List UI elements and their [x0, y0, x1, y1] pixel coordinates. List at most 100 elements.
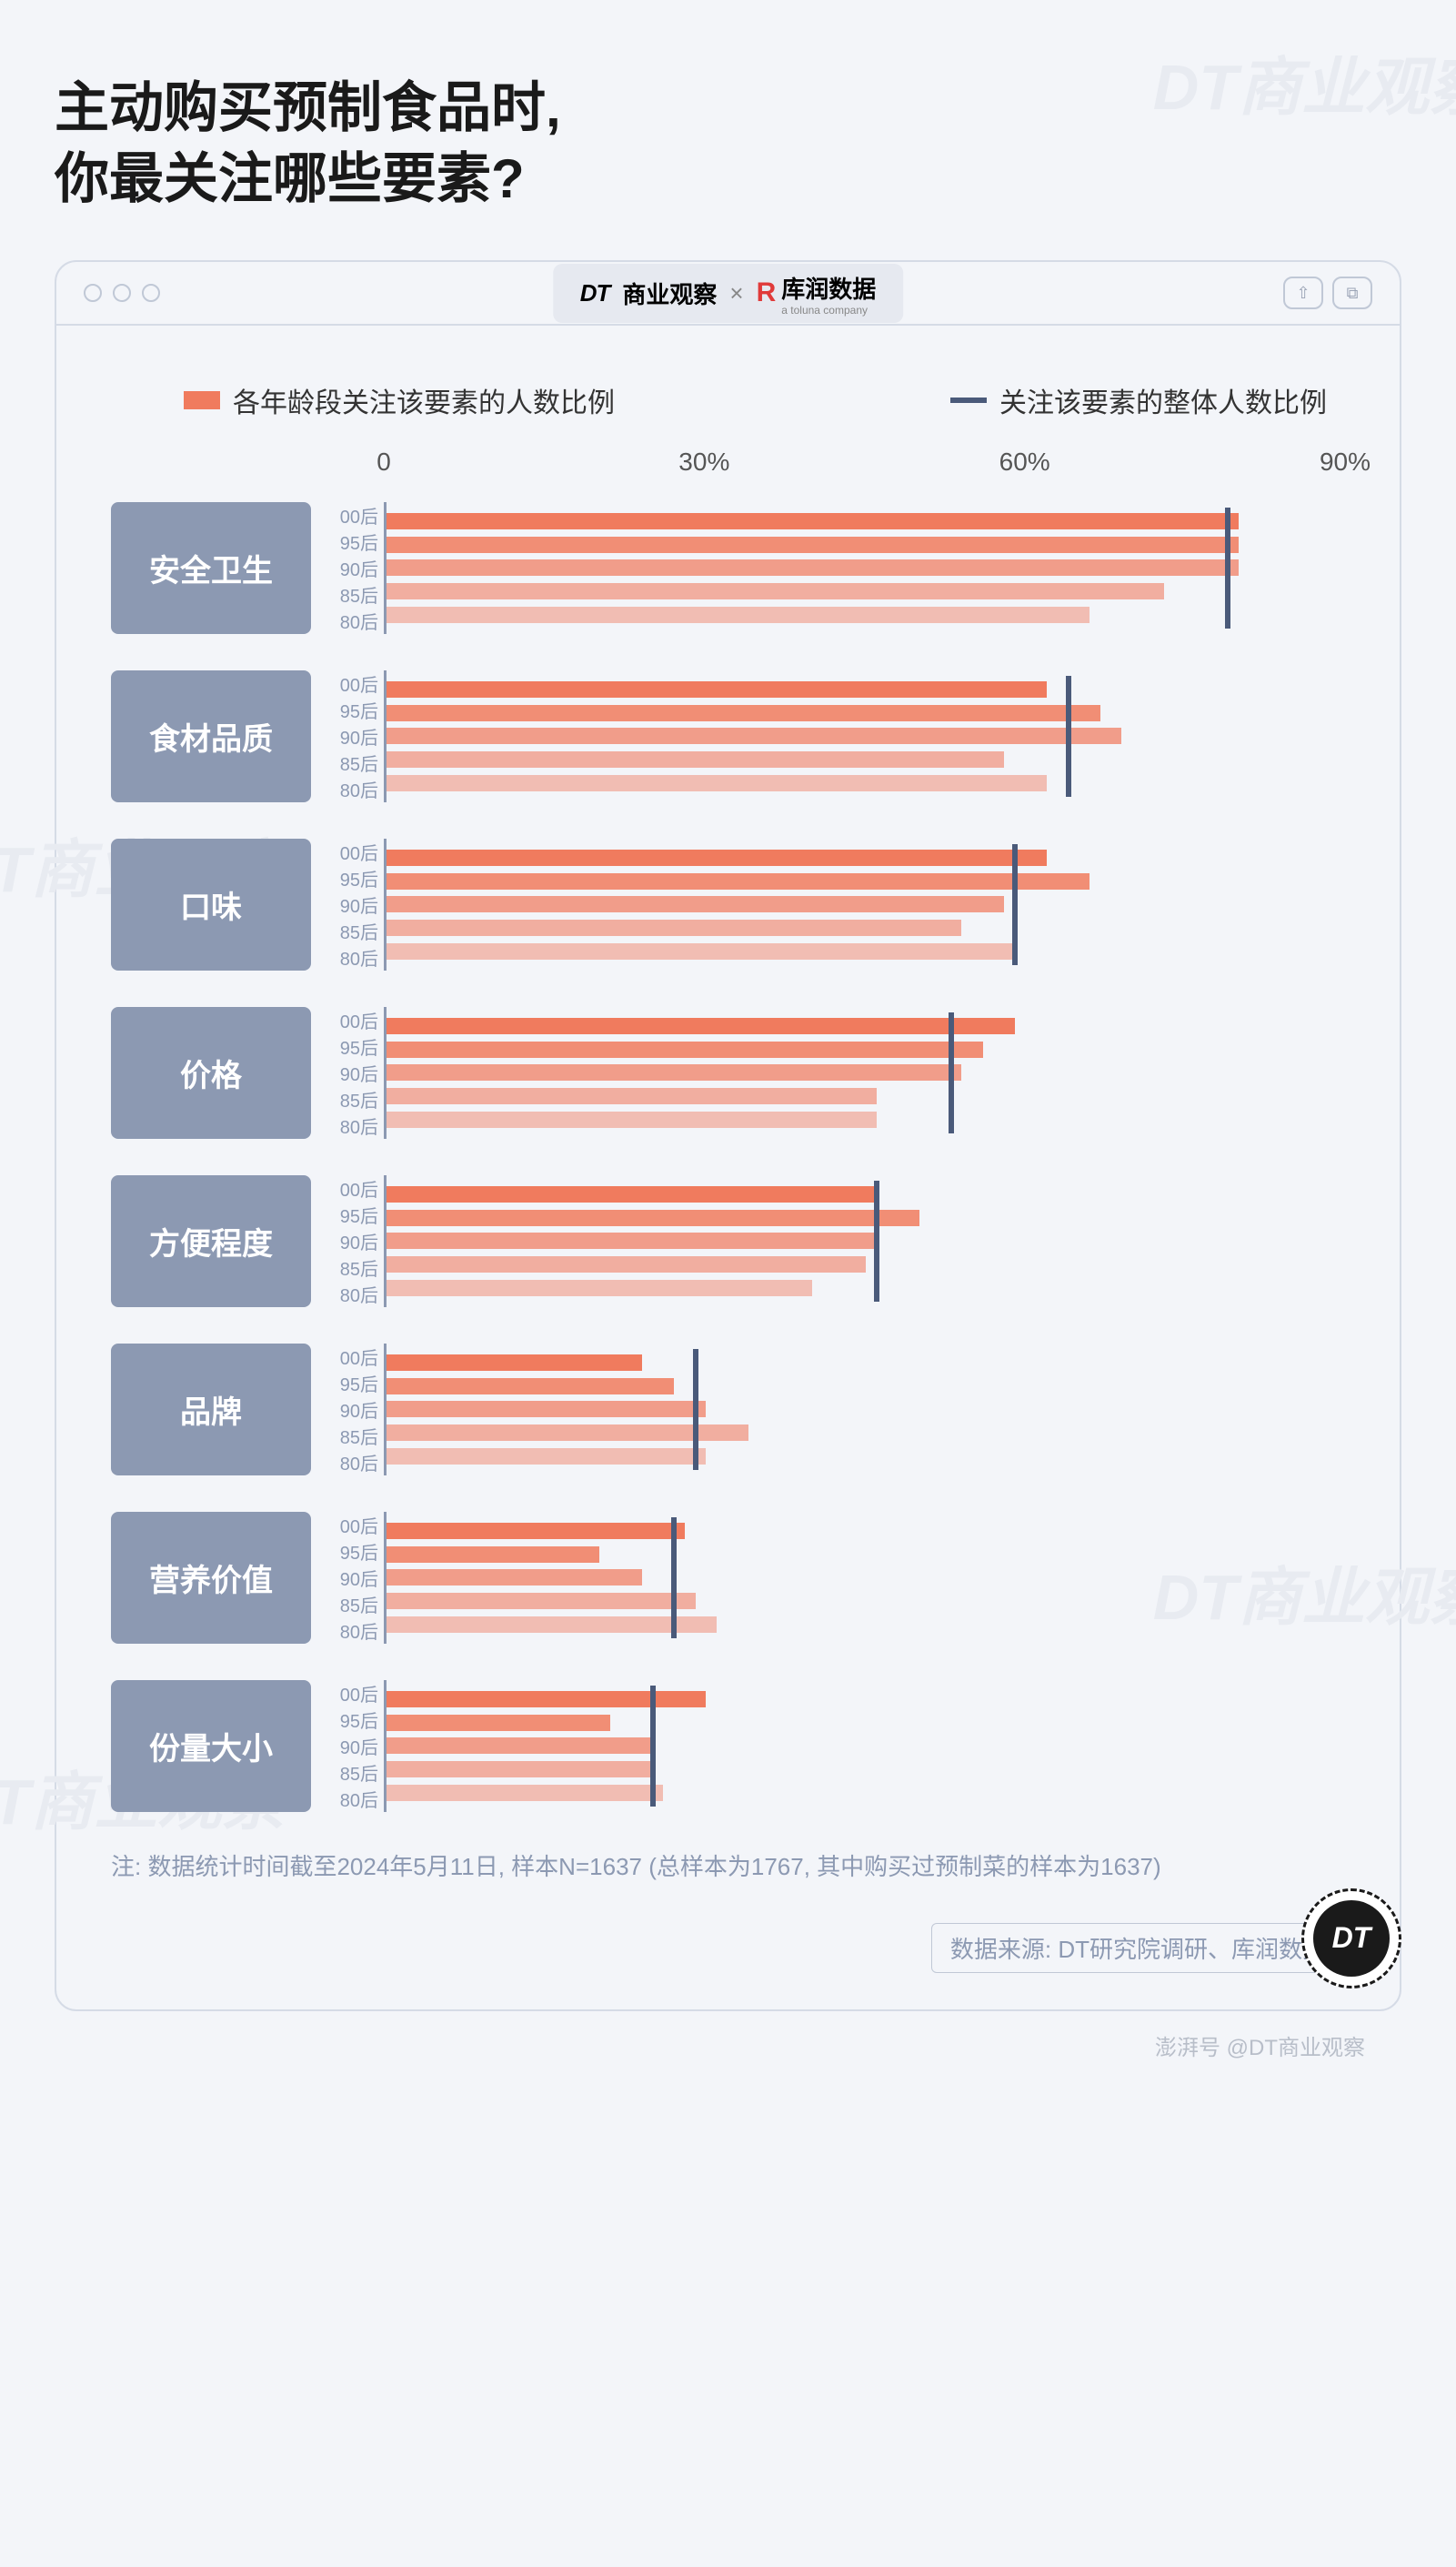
bar	[387, 896, 1004, 912]
legend-overall-label: 关注该要素的整体人数比例	[999, 380, 1327, 420]
bar	[387, 1569, 642, 1586]
sublabel: 90后	[333, 555, 378, 581]
bar	[387, 1761, 653, 1777]
sublabel: 95后	[333, 1202, 378, 1228]
kurun-text: 库润数据	[781, 276, 876, 303]
legend-overall: 关注该要素的整体人数比例	[950, 380, 1327, 420]
legend-series-label: 各年龄段关注该要素的人数比例	[233, 380, 615, 420]
sublabel: 80后	[333, 1112, 378, 1139]
bar	[387, 1233, 877, 1249]
bar	[387, 1210, 919, 1226]
bars-area	[384, 1344, 1345, 1475]
bar	[387, 1018, 1015, 1034]
sublabel: 90后	[333, 1396, 378, 1423]
sublabel-column: 00后95后90后85后80后	[333, 502, 384, 634]
bar	[387, 1737, 653, 1754]
sublabel-column: 00后95后90后85后80后	[333, 1175, 384, 1307]
overall-marker	[1066, 676, 1071, 797]
sublabel: 00后	[333, 1680, 378, 1706]
sublabel: 95后	[333, 1706, 378, 1733]
overall-marker	[1012, 844, 1018, 965]
brand-dt-logo: DT	[580, 279, 610, 307]
window-dot-close-icon	[84, 284, 102, 302]
bar	[387, 1354, 642, 1371]
watermark-row: 澎湃号 @DT商业观察	[55, 2029, 1401, 2061]
sublabel: 85后	[333, 1591, 378, 1617]
legend-swatch-line	[950, 398, 987, 403]
window-controls	[84, 284, 160, 302]
copy-icon: ⧉	[1332, 277, 1372, 309]
sublabel-column: 00后95后90后85后80后	[333, 1680, 384, 1812]
bars-area	[384, 1007, 1345, 1139]
chart: 030%60%90% 安全卫生00后95后90后85后80后食材品质00后95后…	[111, 448, 1345, 1812]
chart-group: 食材品质 00后95后90后85后80后	[111, 670, 1345, 802]
group-label: 品牌	[111, 1344, 311, 1475]
bar	[387, 1186, 877, 1203]
bar	[387, 1280, 812, 1296]
group-label: 口味	[111, 839, 311, 971]
bar	[387, 751, 1004, 768]
chart-group: 安全卫生 00后95后90后85后80后	[111, 502, 1345, 634]
brand-dt-suffix: 商业观察	[622, 277, 717, 310]
brand-kurun: R 库润数据 a toluna company	[757, 271, 877, 316]
sublabel: 85后	[333, 750, 378, 776]
kurun-sub: a toluna company	[781, 305, 876, 316]
title-line-2: 你最关注哪些要素?	[55, 144, 1401, 215]
bar	[387, 775, 1047, 791]
bar	[387, 1523, 685, 1539]
sublabel-column: 00后95后90后85后80后	[333, 1344, 384, 1475]
brand-separator: ×	[729, 279, 743, 307]
axis-tick: 60%	[999, 448, 1050, 477]
bar	[387, 1378, 674, 1394]
bar	[387, 1112, 877, 1128]
bar	[387, 1064, 961, 1081]
sublabel: 95后	[333, 528, 378, 555]
chart-group: 营养价值00后95后90后85后80后	[111, 1512, 1345, 1644]
kurun-icon: R	[757, 277, 777, 308]
sublabel: 95后	[333, 865, 378, 891]
sublabel: 90后	[333, 1228, 378, 1254]
sublabel: 80后	[333, 1617, 378, 1644]
sublabel: 85后	[333, 1759, 378, 1786]
sublabel: 95后	[333, 697, 378, 723]
overall-marker	[874, 1181, 879, 1302]
bar	[387, 850, 1047, 866]
bar	[387, 681, 1047, 698]
group-label: 食材品质	[111, 670, 311, 802]
bar	[387, 537, 1239, 553]
bars-area	[384, 1512, 1345, 1644]
bar	[387, 873, 1089, 890]
bar	[387, 1448, 706, 1465]
legend-swatch-bar	[184, 391, 220, 409]
x-axis: 030%60%90%	[111, 448, 1345, 493]
sublabel: 90后	[333, 723, 378, 750]
chart-group: 口味00后95后90后85后80后	[111, 839, 1345, 971]
dt-badge-text: DT	[1313, 1900, 1390, 1977]
bar	[387, 583, 1164, 599]
window-dot-max-icon	[142, 284, 160, 302]
bar	[387, 1256, 866, 1273]
bar	[387, 728, 1121, 744]
bars-area	[384, 839, 1345, 971]
footnote: 注: 数据统计时间截至2024年5月11日, 样本N=1637 (总样本为176…	[111, 1848, 1345, 1887]
sublabel: 85后	[333, 1423, 378, 1449]
axis-tick: 90%	[1320, 448, 1371, 477]
group-label: 安全卫生	[111, 502, 311, 634]
group-label: 方便程度	[111, 1175, 311, 1307]
sublabel: 90后	[333, 891, 378, 918]
sublabel: 95后	[333, 1033, 378, 1060]
bar	[387, 1785, 663, 1801]
bars-area	[384, 1680, 1345, 1812]
sublabel: 00后	[333, 1512, 378, 1538]
legend: 各年龄段关注该要素的人数比例 关注该要素的整体人数比例	[111, 380, 1345, 420]
source-row: 数据来源: DT研究院调研、库润数据	[111, 1923, 1345, 1973]
sublabel: 85后	[333, 581, 378, 608]
card-body: 各年龄段关注该要素的人数比例 关注该要素的整体人数比例 030%60%90% 安…	[56, 326, 1400, 2009]
bars-area	[384, 670, 1345, 802]
chart-group: 方便程度 00后95后90后85后80后	[111, 1175, 1345, 1307]
sublabel-column: 00后95后90后85后80后	[333, 1512, 384, 1644]
page-title: 主动购买预制食品时, 你最关注哪些要素?	[55, 73, 1401, 215]
sublabel-column: 00后95后90后85后80后	[333, 670, 384, 802]
sublabel: 80后	[333, 1281, 378, 1307]
bar	[387, 1401, 706, 1417]
